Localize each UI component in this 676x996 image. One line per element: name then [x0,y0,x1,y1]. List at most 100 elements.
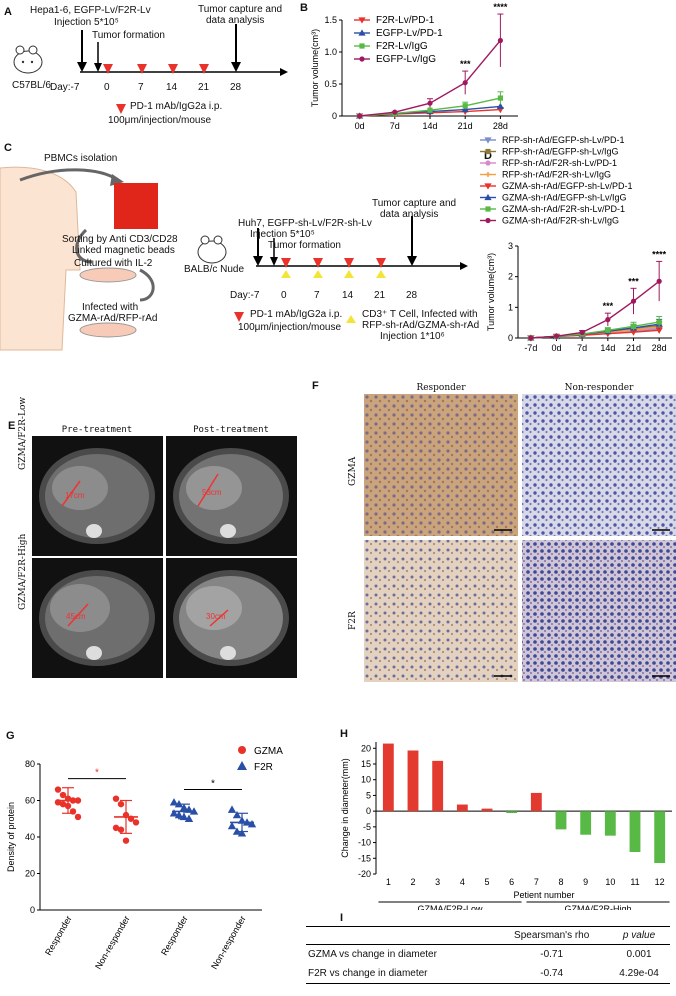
x-tick-label: 1 [386,877,391,887]
data-point [497,95,503,101]
x-tick-label: 11 [630,877,639,887]
legend-label: RFP-sh-rAd/F2R-sh-Lv/PD-1 [502,158,617,168]
data-point [392,109,398,115]
panel-b-letter: B [300,2,308,14]
y-tick-label: -20 [358,869,371,879]
culture-dish-1 [79,267,137,283]
sorting-label-l1: Sorting by Anti CD3/CD28 [62,234,178,245]
table-cell: -0.71 [540,949,564,960]
data-point [227,805,237,813]
day-28: 28 [230,82,242,93]
bar [456,804,468,812]
x-tick-label: 14d [600,343,615,353]
sorting-label-l2: Linked magnetic beads [72,245,175,256]
x-tick-label: Non-responder [93,914,132,971]
significance-label: *** [628,276,639,286]
ct-scan-post-high [173,570,289,666]
data-point [629,329,638,336]
capture-label-l2: data analysis [206,15,265,26]
bar [604,811,616,836]
data-point [227,821,237,830]
y-tick-label: 1 [508,302,513,312]
bar [580,811,592,835]
legend-label: RFP-sh-rAd/EGFP-sh-Lv/IgG [502,147,619,157]
cultured-label: Cultured with IL-2 [74,258,153,269]
y-tick-label: 0 [30,905,35,915]
y-tick-label: 0 [508,333,513,343]
data-point [655,327,663,334]
data-point [528,335,534,341]
data-point [232,810,242,819]
y-tick-label: 80 [25,759,35,769]
chart-d: 0 1 2 3 -7d 0d 7d 14d 21d 28d Tumor volume(cm³) ***… [480,135,672,353]
data-point [496,102,504,109]
table-row: GZMA vs change in diameter -0.71 0.001 [306,945,670,965]
capture-label-l1: Tumor capture and [198,4,283,15]
treatment-label-l1: PD-1 mAb/IgG2a i.p. [130,101,223,112]
table-cell: 4.29e-04 [619,968,659,979]
y-tick-label: -15 [358,853,371,863]
x-tick-label: 21d [458,121,473,131]
table-header-rho: Spearsman's rho [514,930,590,941]
nude-mouse-label: BALB/c Nude [184,264,245,275]
table-cell: GZMA vs change in diameter [308,949,437,960]
legend-label: RFP-sh-rAd/F2R-sh-Lv/IgG [502,170,611,180]
day-21: 21 [198,82,210,93]
ct-measure-4: 30cm [206,612,226,621]
data-point [117,826,125,833]
panel-f-letter: F [312,380,319,392]
data-point [484,193,492,201]
table-cell: F2R vs change in diameter [308,968,428,979]
x-tick-label: 0d [355,121,365,131]
data-point [630,323,637,329]
y-tick-label: 3 [508,241,513,251]
day-label: Day:-7 [50,82,80,93]
legend-label: F2R [254,762,273,773]
panel-e-letter: E [8,420,16,432]
panel-c-letter: C [4,142,12,154]
y-tick-label: 10 [361,775,371,785]
cd3-label-l3: Injection 1*10⁶ [380,331,445,342]
x-axis-label: Petient number [513,890,574,900]
y-tick-label: 0.5 [324,79,337,89]
ct-scan-pre-low [39,448,155,544]
ihc-responder-gzma [364,394,518,536]
c-injection-l2: Injection 5*10⁵ [250,229,315,240]
bar [555,811,567,830]
ct-row1-label: GZMA/F2R-Low [18,396,28,470]
data-point [605,327,611,333]
data-point [112,824,120,832]
ihc-responder-f2r [364,540,518,682]
y-axis-label: Tumor volume(cm³) [486,253,496,331]
c-injection-l1: Huh7, EGFP-sh-Lv/F2R-sh-Lv [238,218,372,229]
group-label: GZMA/F2R-Low [417,904,483,910]
legend-label: GZMA-sh-rAd/F2R-sh-Lv/PD-1 [502,204,625,214]
bar [432,760,444,812]
c-capture-l1: Tumor capture and [372,198,457,209]
ct-measure-3: 45cm [66,612,86,621]
data-point [169,809,179,817]
y-tick-label: 1.0 [324,47,337,57]
data-point [357,113,363,119]
panel-g-letter: G [6,730,15,742]
pre-treatment-label: Pre-treatment [61,425,133,435]
data-point [497,37,503,44]
legend-label: GZMA-sh-rAd/EGFP-sh-Lv/IgG [502,193,627,203]
data-point [132,819,140,826]
x-tick-label: Responder [43,914,74,957]
ihc-col1-label: Responder [416,383,466,393]
x-tick-label: 2 [410,877,415,887]
ct-measure-2: 53cm [202,488,222,497]
significance-label: **** [652,249,667,259]
bar [481,808,493,812]
data-point [59,800,67,808]
cd3-label-l2: RFP-sh-rAd/GZMA-sh-rAd [362,320,480,331]
y-tick-label: 0 [332,111,337,121]
y-tick-label: 2 [508,272,513,282]
legend-label: EGFP-Lv/PD-1 [376,28,443,39]
data-point [359,43,365,49]
y-tick-label: 20 [361,743,371,753]
injection-label-l1: Hepa1-6, EGFP-Lv/F2R-Lv [30,5,151,16]
data-point [174,810,184,819]
data-point [427,100,433,106]
